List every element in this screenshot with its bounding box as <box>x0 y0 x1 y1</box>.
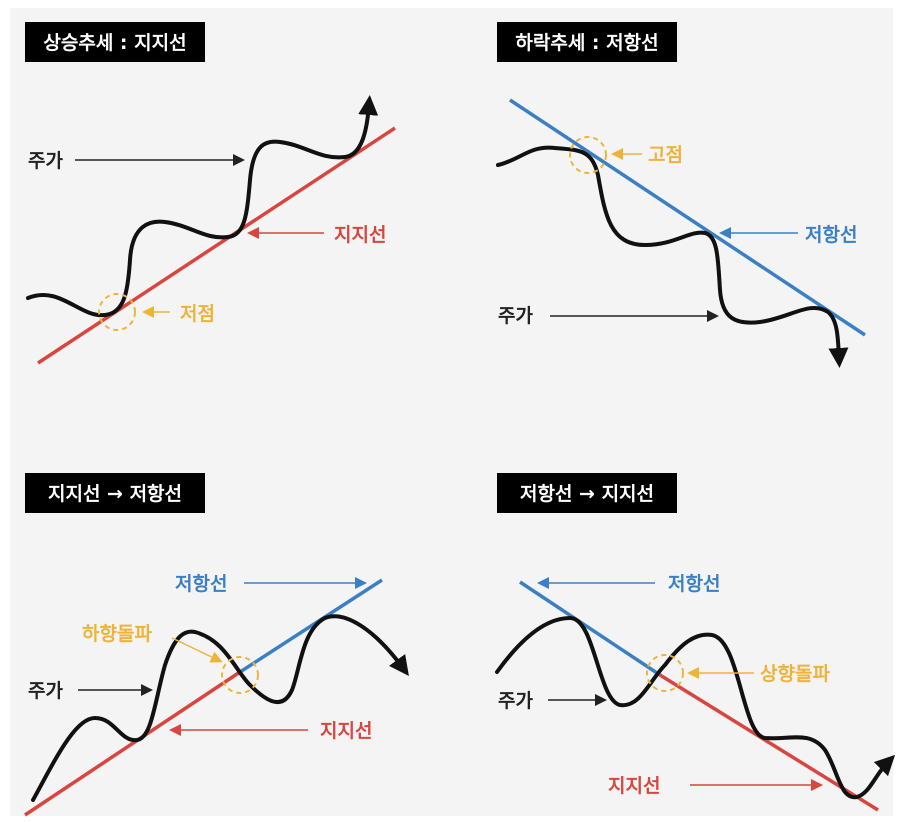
resistance-label: 저항선 <box>668 573 720 595</box>
price-label: 주가 <box>28 150 63 172</box>
resistance-label: 저항선 <box>175 573 227 595</box>
title-box <box>497 22 677 62</box>
panel-title: 하락추세 : 저항선 <box>515 32 658 54</box>
price-curve <box>495 615 896 800</box>
support-label: 지지선 <box>320 720 372 742</box>
low-point-label: 저점 <box>180 303 215 325</box>
high-point-circle <box>569 136 607 174</box>
low-point-circle <box>98 293 136 331</box>
panel-downtrend-resistance: 하락추세 : 저항선 고점 저항선 주가 <box>496 22 866 368</box>
panel-uptrend-support: 상승추세 : 지지선 주가 지지선 저점 <box>25 22 396 365</box>
breakdown-circle <box>221 656 259 694</box>
panel-title: 저항선 → 지지선 <box>520 483 654 505</box>
panel-resistance-to-support: 저항선 → 지지선 저항선 상향돌파 주가 지지선 <box>495 473 896 812</box>
panel-title: 상승추세 : 지지선 <box>43 32 186 54</box>
price-label: 주가 <box>498 305 533 327</box>
price-curve <box>31 614 409 802</box>
price-curve <box>496 145 849 368</box>
price-curve <box>26 95 379 318</box>
breakout-label: 상향돌파 <box>760 663 830 685</box>
support-label: 지지선 <box>608 775 660 797</box>
support-label: 지지선 <box>334 224 386 246</box>
price-label: 주가 <box>28 680 63 702</box>
resistance-line <box>239 578 383 674</box>
resistance-label: 저항선 <box>805 224 857 246</box>
panel-title: 지지선 → 저항선 <box>48 483 182 505</box>
breakdown-label: 하향돌파 <box>82 623 152 645</box>
title-box <box>497 473 677 513</box>
high-point-label: 고점 <box>648 144 683 166</box>
title-box <box>25 473 205 513</box>
price-label: 주가 <box>498 690 533 712</box>
support-line <box>37 126 396 365</box>
resistance-line <box>509 98 866 337</box>
panel-support-to-resistance: 지지선 → 저항선 저항선 하향돌파 주가 지지선 <box>24 473 409 817</box>
resistance-line <box>519 580 661 677</box>
breakout-circle <box>646 654 684 692</box>
background <box>10 8 893 816</box>
title-box <box>25 22 205 62</box>
breakdown-arrow <box>171 637 223 663</box>
support-line <box>24 670 241 817</box>
